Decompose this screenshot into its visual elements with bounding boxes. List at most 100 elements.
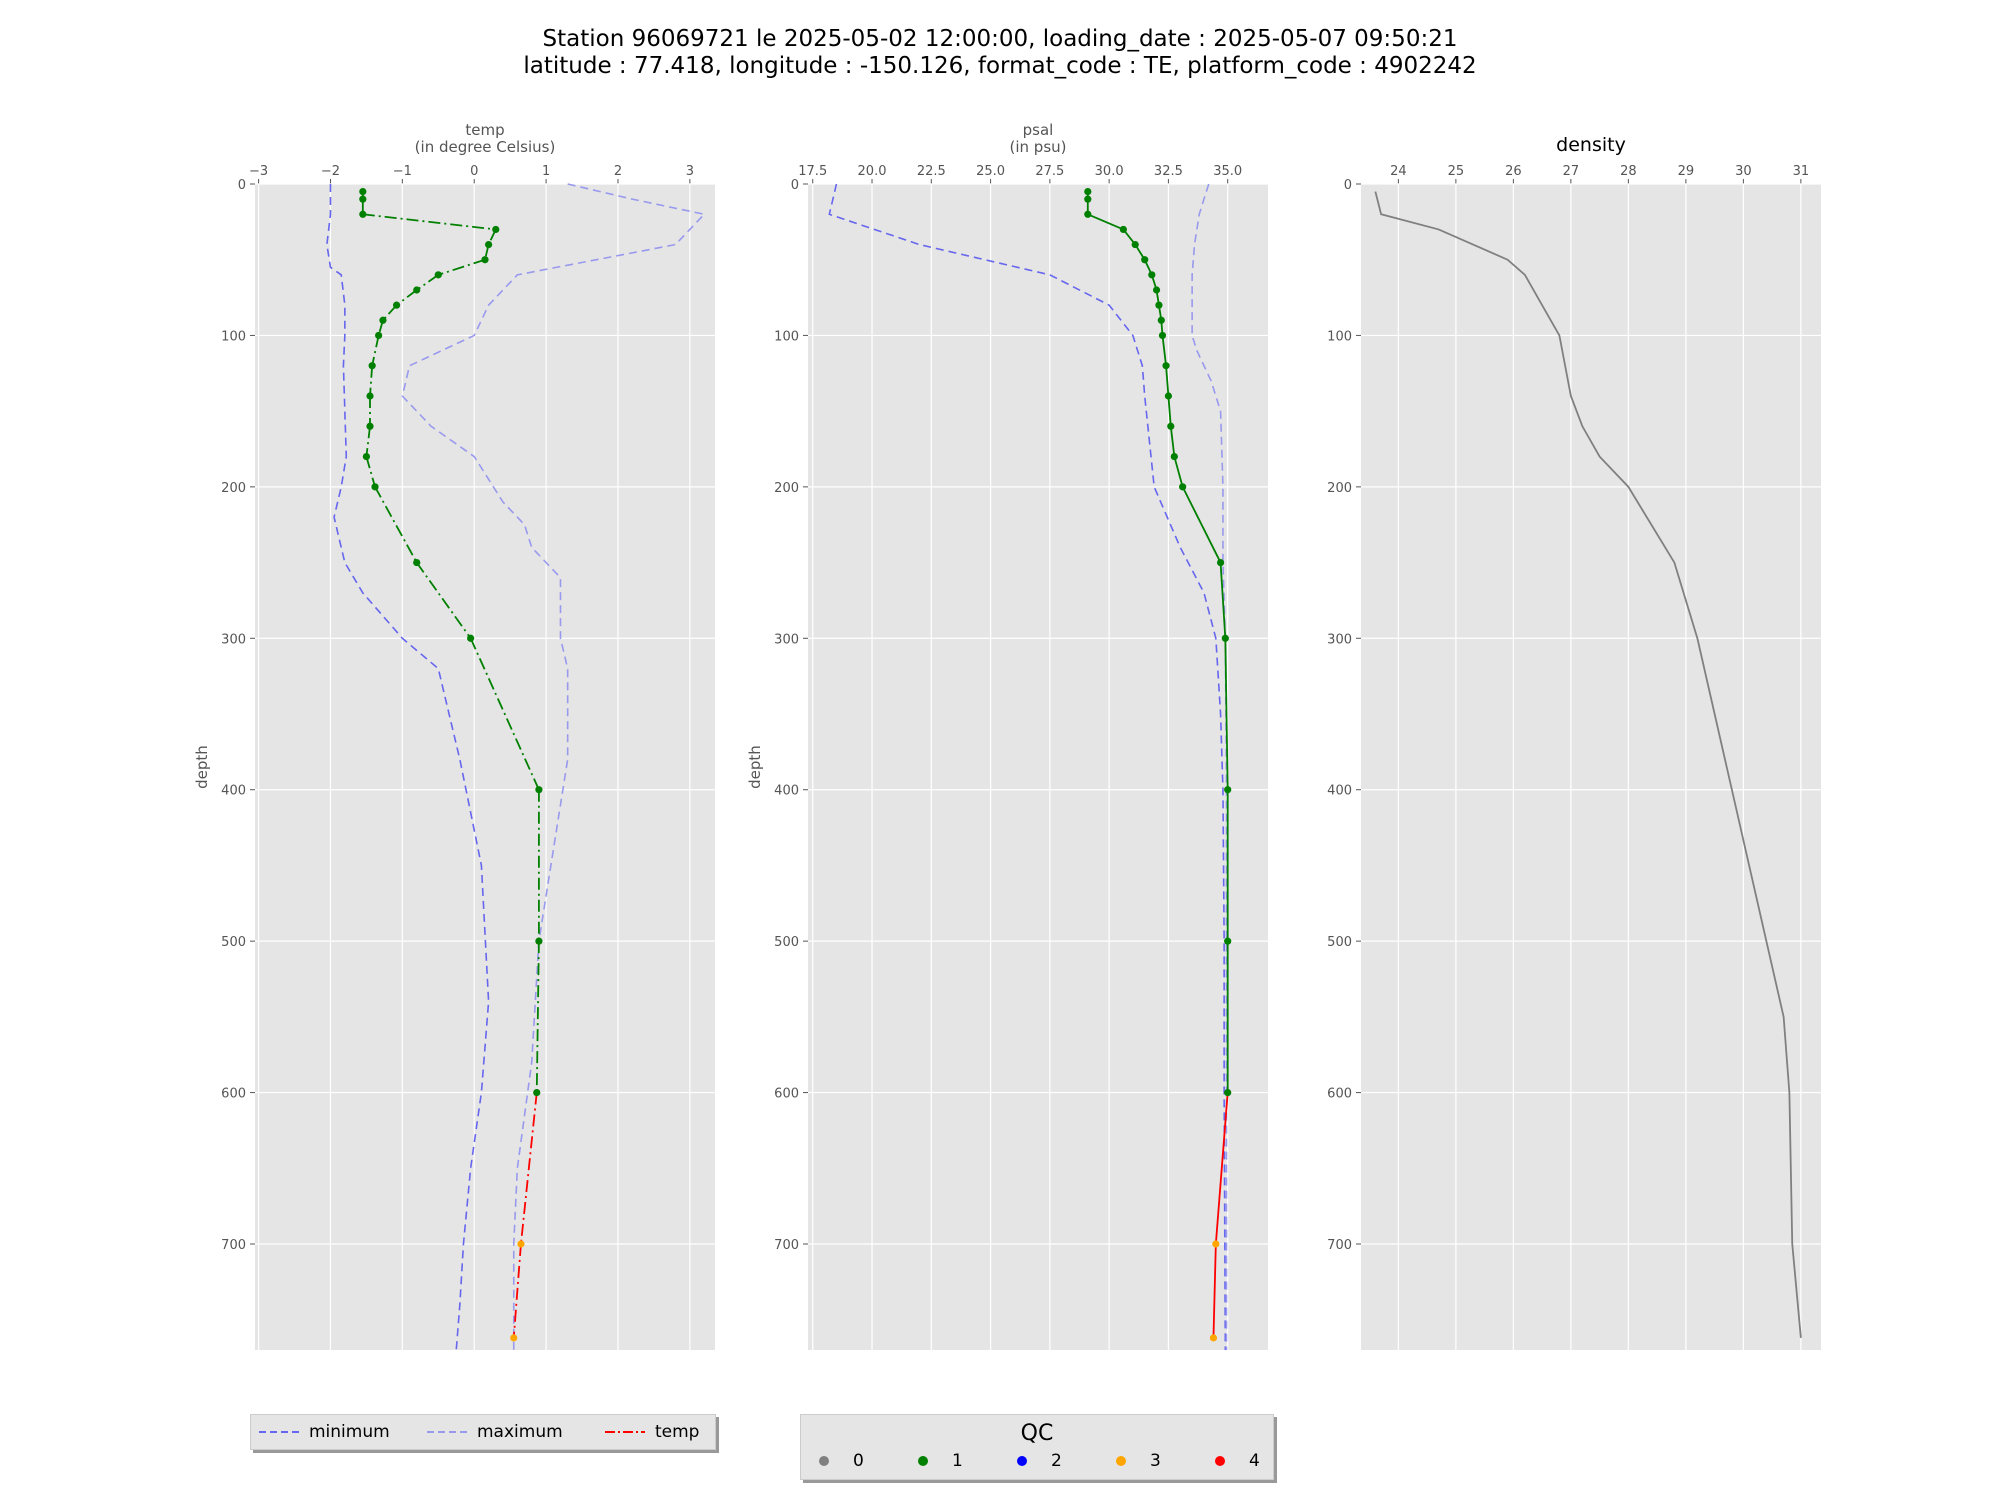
data-point-temp [359,187,367,196]
x-tick-label: 0 [470,164,478,179]
data-point-psal [1158,331,1167,340]
series-temp-segment [469,637,540,791]
data-point-psal [1119,225,1127,234]
x-axis-label-temp: temp [465,121,504,139]
data-point-psal [1170,452,1178,461]
data-point-temp [368,362,376,370]
x-tick-label: 26 [1505,164,1522,179]
x-tick-label: 35.0 [1213,164,1242,179]
y-tick-label: 100 [1327,329,1352,344]
y-tick-label: 700 [221,1238,246,1253]
x-tick-label: 31 [1793,164,1810,179]
x-axis-label-psal: psal [1023,121,1054,139]
y-tick-label: 0 [1344,178,1352,193]
data-point-psal [1221,634,1229,642]
series-psal-segment [1167,395,1172,427]
legend-label-minimum: minimum [309,1422,390,1442]
data-point-psal [1162,362,1170,370]
series-maximum-temp [401,183,706,1350]
legend-item-maximum: maximum [425,1415,563,1449]
y-tick-label: 300 [221,632,246,647]
data-point-temp [362,452,371,461]
data-point-psal [1224,937,1232,945]
x-tick-label: 1 [542,164,550,179]
data-point-psal [1131,240,1139,249]
x-tick-label: 3 [686,164,694,179]
legend-qc-item-1: 1 [918,1447,963,1475]
data-point-psal [1152,286,1161,294]
x-tick-label: 20.0 [858,164,887,179]
data-point-psal [1224,1088,1232,1097]
plot-area-density [1361,184,1821,1350]
series-temp-segment [415,562,472,639]
y-tick-label: 200 [221,481,246,496]
x-tick-label: 2 [614,164,622,179]
data-point-psal [1148,271,1156,279]
series-psal-segment [1219,562,1227,639]
panel-density: 24 25 26 27 28 29 30 31 0 100 200 300 400 500 600 700 de… [1327,134,1821,1350]
data-point-psal [1157,316,1165,324]
x-tick-label: 27 [1563,164,1580,179]
legend-qc-item-2: 2 [1017,1447,1062,1475]
y-tick-label: 200 [774,481,799,496]
data-point-temp [366,392,374,400]
y-tick-label: 0 [791,178,799,193]
legend-qc: QC 0 1 2 3 4 [800,1414,1274,1480]
y-tick-label: 600 [774,1087,799,1102]
y-tick-label: 400 [221,784,246,799]
data-point-temp [379,316,387,324]
series-psal-segment [1165,365,1170,397]
y-tick-label: 0 [238,178,246,193]
panel-temp: −3 −2 −1 0 1 2 3 0 100 200 300 400 500 600 700 temp(in … [193,121,715,1351]
data-point-psal [1212,1240,1220,1248]
y-tick-label: 500 [774,935,799,950]
data-point-temp [371,483,379,491]
series-temp-segment [396,289,418,306]
data-point-temp [413,286,421,294]
legend-qc-label-2: 2 [1051,1451,1062,1471]
y-tick-label: 300 [774,632,799,647]
data-point-psal [1084,195,1092,203]
legend-temp: minimum maximum temp [250,1414,716,1450]
x-tick-label: 22.5 [917,164,946,179]
data-point-temp [366,422,374,430]
y-tick-label: 100 [221,329,246,344]
data-point-temp [392,301,401,309]
legend-qc-item-0: 0 [819,1447,864,1475]
x-tick-label: −1 [393,164,412,179]
legend-qc-label-1: 1 [952,1451,963,1471]
series-temp-segment [512,1243,522,1338]
data-point-temp [535,937,543,945]
y-tick-label: 600 [1327,1087,1352,1102]
x-tick-label: 28 [1620,164,1637,179]
legend-qc-label-0: 0 [853,1451,864,1471]
data-point-temp [484,240,493,249]
data-point-psal [1167,422,1175,430]
qc-1-marker-icon [918,1456,928,1466]
series-psal-segment [1212,1243,1217,1338]
panel-psal: 17.5 20.0 22.5 25.0 27.5 30.0 32.5 35.0 0 100 200 3… [746,121,1268,1351]
y-tick-label: 700 [774,1238,799,1253]
data-point-temp [510,1334,518,1342]
x-tick-label: 30 [1735,164,1752,179]
plot-area-temp [255,184,715,1350]
plot-area-psal [808,184,1268,1350]
data-point-temp [467,634,475,642]
x-axis-unit-temp: (in degree Celsius) [415,138,556,156]
data-point-temp [517,1240,525,1248]
legend-label-maximum: maximum [477,1422,563,1442]
y-tick-label: 500 [221,935,246,950]
y-axis-label-temp: depth [193,745,211,789]
legend-item-minimum: minimum [257,1415,390,1449]
legend-item-temp: temp [603,1415,699,1449]
x-tick-label: 25 [1448,164,1465,179]
data-point-psal [1209,1334,1218,1342]
data-point-psal [1141,256,1149,264]
x-tick-label: 27.5 [1035,164,1064,179]
data-point-psal [1084,187,1092,196]
legend-qc-label-3: 3 [1150,1451,1161,1471]
legend-qc-title: QC [1020,1421,1054,1446]
x-tick-label: 17.5 [798,164,827,179]
y-axis-label-psal: depth [746,745,764,789]
